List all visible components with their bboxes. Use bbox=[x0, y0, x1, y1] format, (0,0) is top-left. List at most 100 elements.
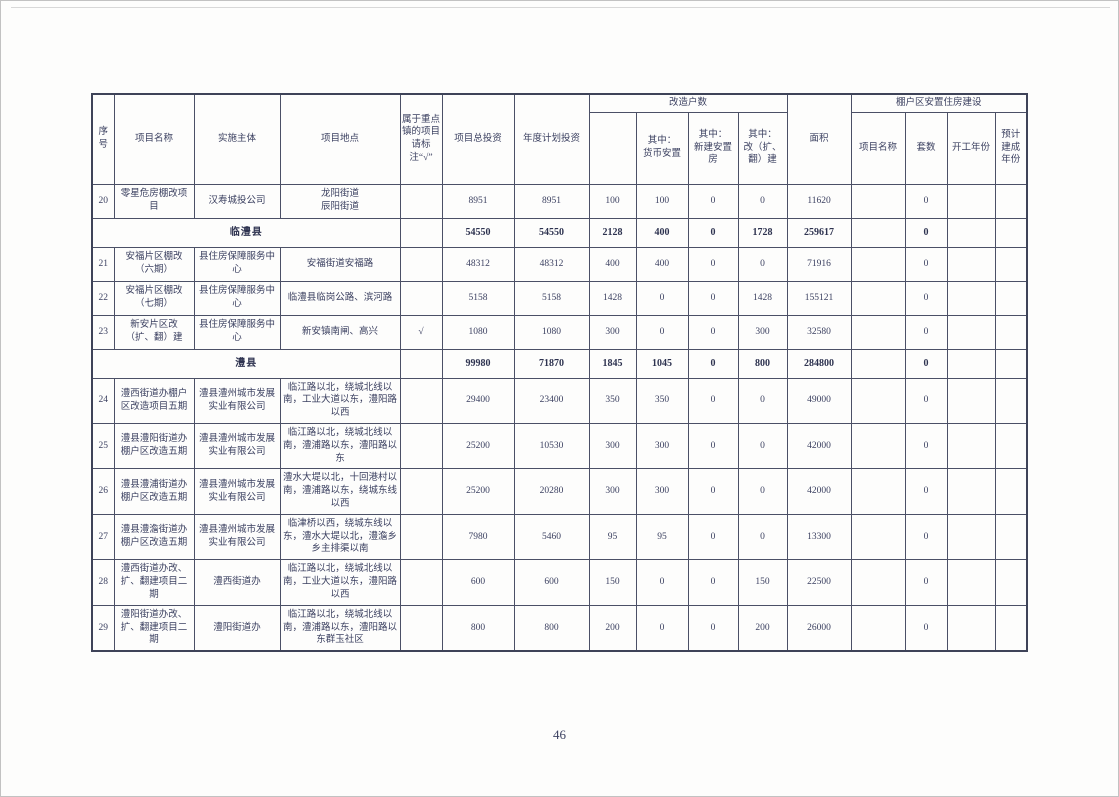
cell-total-investment: 5158 bbox=[441, 280, 515, 316]
cell-households: 300 bbox=[588, 314, 637, 350]
cell-rebuild: 200 bbox=[737, 604, 788, 652]
cell-rebuild: 300 bbox=[737, 314, 788, 350]
cell-annual-investment: 71870 bbox=[513, 348, 590, 379]
col-header-resettle-name: 项目名称 bbox=[850, 111, 906, 185]
cell-monetary: 0 bbox=[635, 280, 689, 316]
cell-households: 400 bbox=[588, 246, 637, 282]
cell-annual-investment: 10530 bbox=[513, 422, 590, 470]
cell-area: 22500 bbox=[786, 559, 852, 606]
cell-completion-year bbox=[994, 217, 1028, 248]
cell-monetary: 0 bbox=[635, 314, 689, 350]
cell-area: 71916 bbox=[786, 246, 852, 282]
subtotal-row: 澧县 99980 71870 1845 1045 0 800 284800 0 bbox=[91, 348, 1028, 379]
cell-units: 0 bbox=[904, 604, 948, 652]
cell-completion-year bbox=[994, 314, 1028, 350]
cell-rebuild: 800 bbox=[737, 348, 788, 379]
cell-new-build: 0 bbox=[687, 246, 739, 282]
header-sub-row: 其中： 货币安置 其中： 新建安置 房 其中： 改（扩、 翻）建 项目名称 套数… bbox=[92, 111, 1028, 185]
cell-name: 澧西街道办棚户区改造项目五期 bbox=[113, 377, 195, 424]
cell-name: 澧县澧浦街道办棚户区改造五期 bbox=[113, 468, 195, 515]
cell-key-town: √ bbox=[399, 314, 443, 350]
cell-rebuild: 1428 bbox=[737, 280, 788, 316]
cell-completion-year bbox=[994, 183, 1028, 219]
cell-rebuild: 0 bbox=[737, 468, 788, 515]
cell-start-year bbox=[946, 183, 996, 219]
cell-annual-investment: 8951 bbox=[513, 183, 590, 219]
cell-total-investment: 800 bbox=[441, 604, 515, 652]
cell-new-build: 0 bbox=[687, 217, 739, 248]
cell-location: 澧水大堤以北，十回港村以南，澧浦路以东，绕城东线以西 bbox=[279, 468, 401, 515]
col-header-new-build: 其中： 新建安置 房 bbox=[687, 111, 739, 185]
cell-start-year bbox=[946, 246, 996, 282]
col-header-project-name: 项目名称 bbox=[113, 93, 195, 185]
cell-monetary: 1045 bbox=[635, 348, 689, 379]
cell-households: 200 bbox=[588, 604, 637, 652]
cell-location: 临津桥以西，绕城东线以东，澧水大堤以北，澧澹乡乡主排渠以南 bbox=[279, 513, 401, 561]
cell-total-investment: 25200 bbox=[441, 422, 515, 470]
cell-annual-investment: 5158 bbox=[513, 280, 590, 316]
cell-key-town bbox=[399, 468, 443, 515]
group-header-households: 改造户数 bbox=[588, 93, 788, 113]
cell-total-investment: 25200 bbox=[441, 468, 515, 515]
cell-no: 22 bbox=[91, 280, 115, 316]
cell-new-build: 0 bbox=[687, 604, 739, 652]
cell-location: 临江路以北，绕城北线以南，工业大道以东，澧阳路以西 bbox=[279, 377, 401, 424]
cell-start-year bbox=[946, 559, 996, 606]
cell-resettle-name bbox=[850, 217, 906, 248]
cell-monetary: 0 bbox=[635, 559, 689, 606]
cell-new-build: 0 bbox=[687, 559, 739, 606]
cell-completion-year bbox=[994, 559, 1028, 606]
col-header-location: 项目地点 bbox=[279, 93, 401, 185]
table-row: 27 澧县澧澹街道办棚户区改造五期 澧县澧州城市发展实业有限公司 临津桥以西，绕城东线… bbox=[91, 513, 1028, 561]
cell-completion-year bbox=[994, 422, 1028, 470]
cell-resettle-name bbox=[850, 377, 906, 424]
cell-households: 100 bbox=[588, 183, 637, 219]
renovation-projects-table: 序号 项目名称 实施主体 项目地点 属于重点镇的项目请标注“√” 项目总投资 年… bbox=[91, 93, 1029, 653]
cell-total-investment: 54550 bbox=[441, 217, 515, 248]
cell-resettle-name bbox=[850, 604, 906, 652]
cell-resettle-name bbox=[850, 246, 906, 282]
col-header-entity: 实施主体 bbox=[193, 93, 281, 185]
cell-monetary: 400 bbox=[635, 217, 689, 248]
cell-rebuild: 1728 bbox=[737, 217, 788, 248]
cell-no: 28 bbox=[91, 559, 115, 606]
cell-units: 0 bbox=[904, 348, 948, 379]
cell-households: 300 bbox=[588, 468, 637, 515]
cell-no: 29 bbox=[91, 604, 115, 652]
table-row: 24 澧西街道办棚户区改造项目五期 澧县澧州城市发展实业有限公司 临江路以北，绕城北线… bbox=[91, 377, 1028, 424]
cell-units: 0 bbox=[904, 377, 948, 424]
cell-units: 0 bbox=[904, 314, 948, 350]
cell-start-year bbox=[946, 280, 996, 316]
cell-new-build: 0 bbox=[687, 280, 739, 316]
cell-rebuild: 0 bbox=[737, 246, 788, 282]
cell-location: 龙阳街道 辰阳街道 bbox=[279, 183, 401, 219]
cell-households: 300 bbox=[588, 422, 637, 470]
cell-units: 0 bbox=[904, 468, 948, 515]
cell-location: 临江路以北，绕城北线以南，工业大道以东，澧阳路以西 bbox=[279, 559, 401, 606]
cell-rebuild: 0 bbox=[737, 377, 788, 424]
cell-location: 临澧县临岗公路、滨河路 bbox=[279, 280, 401, 316]
cell-monetary: 95 bbox=[635, 513, 689, 561]
cell-key-town bbox=[399, 183, 443, 219]
cell-units: 0 bbox=[904, 246, 948, 282]
cell-completion-year bbox=[994, 246, 1028, 282]
cell-monetary: 300 bbox=[635, 422, 689, 470]
col-header-key-town: 属于重点镇的项目请标注“√” bbox=[399, 93, 443, 185]
cell-key-town bbox=[399, 513, 443, 561]
cell-new-build: 0 bbox=[687, 422, 739, 470]
table-row: 23 新安片区改（扩、翻）建 县住房保障服务中心 新安镇南闸、高兴 √ 1080 1080 3… bbox=[91, 314, 1028, 350]
col-header-households-total bbox=[588, 111, 637, 185]
cell-new-build: 0 bbox=[687, 348, 739, 379]
cell-units: 0 bbox=[904, 280, 948, 316]
cell-key-town bbox=[399, 604, 443, 652]
cell-no: 26 bbox=[91, 468, 115, 515]
cell-completion-year bbox=[994, 604, 1028, 652]
cell-start-year bbox=[946, 604, 996, 652]
table-body: 20 零星危房棚改项目 汉寿城投公司 龙阳街道 辰阳街道 8951 8951 100 100 0… bbox=[91, 183, 1028, 652]
cell-area: 32580 bbox=[786, 314, 852, 350]
col-header-rebuild: 其中： 改（扩、 翻）建 bbox=[737, 111, 788, 185]
cell-name: 澧县澧澹街道办棚户区改造五期 bbox=[113, 513, 195, 561]
cell-start-year bbox=[946, 217, 996, 248]
cell-completion-year bbox=[994, 348, 1028, 379]
